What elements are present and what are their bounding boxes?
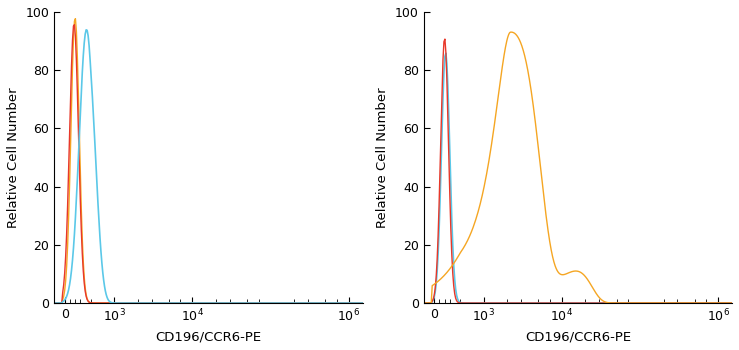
X-axis label: CD196/CCR6-PE: CD196/CCR6-PE: [155, 330, 262, 343]
Y-axis label: Relative Cell Number: Relative Cell Number: [376, 87, 389, 228]
Y-axis label: Relative Cell Number: Relative Cell Number: [7, 87, 20, 228]
X-axis label: CD196/CCR6-PE: CD196/CCR6-PE: [525, 330, 631, 343]
